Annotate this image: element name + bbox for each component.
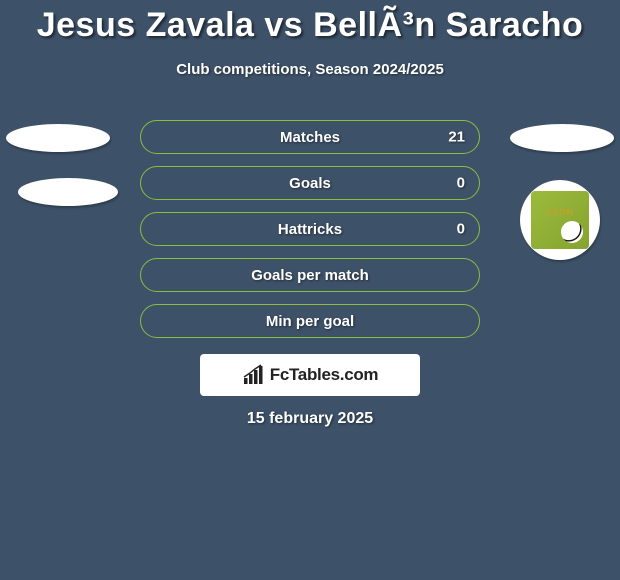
brand-badge: FcTables.com [200,354,420,396]
stat-label: Matches [280,129,340,146]
player-left-club-placeholder [18,178,118,206]
stat-row-goals-per-match: Goals per match [140,258,480,292]
player-right-avatar-placeholder [510,124,614,152]
soccer-ball-icon [561,221,583,243]
page-title: Jesus Zavala vs BellÃ³n Saracho [0,0,620,45]
date-label: 15 february 2025 [0,410,620,428]
brand-text: FcTables.com [270,365,379,385]
stat-value-right: 0 [457,221,465,238]
stat-row-hattricks: Hattricks 0 [140,212,480,246]
stat-label: Min per goal [266,313,354,330]
stat-value-right: 0 [457,175,465,192]
club-badge-label: LEON [546,207,573,217]
stat-row-matches: Matches 21 [140,120,480,154]
stat-label: Goals [289,175,331,192]
stats-panel: Matches 21 Goals 0 Hattricks 0 Goals per… [140,120,480,350]
stat-row-goals: Goals 0 [140,166,480,200]
player-right-club-badge: LEON [520,180,600,260]
subtitle: Club competitions, Season 2024/2025 [0,61,620,78]
chart-icon [242,364,268,386]
stat-row-min-per-goal: Min per goal [140,304,480,338]
stat-label: Hattricks [278,221,342,238]
stat-label: Goals per match [251,267,369,284]
stat-value-right: 21 [448,129,465,146]
player-left-avatar-placeholder [6,124,110,152]
